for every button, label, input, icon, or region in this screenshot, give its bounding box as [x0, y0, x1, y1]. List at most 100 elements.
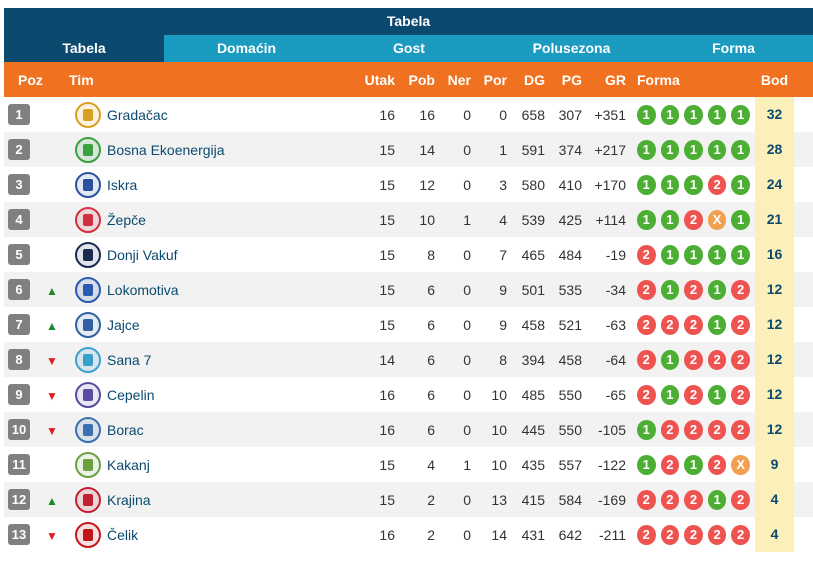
table-row[interactable]: 4 Žepče 15 10 1 4 539 425 +114 1 1 2 X 1 21	[4, 202, 813, 237]
team-logo-icon[interactable]	[74, 136, 101, 163]
form-result: 2	[637, 279, 656, 300]
form-result: 1	[660, 174, 680, 195]
por-cell: 7	[499, 246, 507, 263]
team-logo-icon[interactable]	[74, 101, 101, 128]
form-result: 1	[660, 104, 680, 125]
team-logo-icon[interactable]	[74, 276, 101, 303]
form-result: 2	[731, 419, 750, 440]
form-result: 2	[731, 524, 750, 545]
tab-domacin[interactable]: Domaćin	[216, 40, 277, 56]
team-logo-cell	[70, 241, 105, 268]
utak-cell: 16	[379, 106, 395, 123]
form-result: 2	[731, 384, 750, 405]
team-logo-cell	[70, 346, 105, 373]
team-name-link[interactable]: Lokomotiva	[107, 281, 179, 298]
tab-polusezona[interactable]: Polusezona	[532, 40, 611, 56]
utak-cell: 15	[379, 316, 395, 333]
table-row[interactable]: 8 ▼ Sana 7 14 6 0 8 394 458 -64 2 1 2 2 2 12	[4, 342, 813, 377]
points-cell: 24	[755, 167, 794, 202]
table-row[interactable]: 10 ▼ Borac 16 6 0 10 445 550 -105 1 2 2 2 2 12	[4, 412, 813, 447]
dg-cell: 445	[521, 421, 545, 438]
team-logo-icon[interactable]	[74, 416, 101, 443]
dg-cell: 465	[521, 246, 545, 263]
table-row[interactable]: 6 ▲ Lokomotiva 15 6 0 9 501 535 -34 2 1 2 1 2 12	[4, 272, 813, 307]
ner-cell: 0	[463, 316, 471, 333]
table-row[interactable]: 13 ▼ Čelik 16 2 0 14 431 642 -211 2 2 2 2 2 4	[4, 517, 813, 552]
form-result: 1	[707, 489, 727, 510]
form-result: 2	[637, 489, 656, 510]
form-result: 1	[707, 139, 727, 160]
team-logo-icon[interactable]	[74, 206, 101, 233]
utak-cell: 15	[379, 176, 395, 193]
position-cell: 2	[4, 139, 34, 160]
gr-cell: +170	[594, 176, 626, 193]
points-cell: 32	[755, 97, 794, 132]
team-name-link[interactable]: Jajce	[107, 316, 140, 333]
dg-cell: 501	[521, 281, 545, 298]
dg-cell: 591	[521, 141, 545, 158]
team-name-link[interactable]: Bosna Ekoenergija	[107, 141, 225, 158]
arrow-up-icon: ▲	[46, 283, 58, 298]
form-result: 1	[707, 314, 727, 335]
team-logo-icon[interactable]	[74, 381, 101, 408]
form-result: 2	[684, 279, 703, 300]
team-name-link[interactable]: Krajina	[107, 491, 151, 508]
team-logo-cell	[70, 381, 105, 408]
table-row[interactable]: 7 ▲ Jajce 15 6 0 9 458 521 -63 2 2 2 1 2 12	[4, 307, 813, 342]
table-row[interactable]: 9 ▼ Cepelin 16 6 0 10 485 550 -65 2 1 2 1 2 12	[4, 377, 813, 412]
table-row[interactable]: 11 Kakanj 15 4 1 10 435 557 -122 1 2 1 2 X 9	[4, 447, 813, 482]
tab-gost[interactable]: Gost	[393, 40, 425, 56]
header-gr: GR	[605, 71, 626, 88]
team-name-link[interactable]: Iskra	[107, 176, 138, 193]
arrow-down-icon: ▼	[46, 388, 58, 403]
pob-cell: 6	[427, 386, 435, 403]
table-row[interactable]: 2 Bosna Ekoenergija 15 14 0 1 591 374 +217 1 1 1 1 1 2…	[4, 132, 813, 167]
points-cell: 12	[755, 412, 794, 447]
team-logo-icon[interactable]	[74, 521, 101, 548]
ner-cell: 1	[463, 456, 471, 473]
position-badge: 3	[8, 174, 30, 195]
team-name-cell: Bosna Ekoenergija	[105, 142, 355, 158]
form-result: 2	[637, 384, 656, 405]
pob-cell: 6	[427, 281, 435, 298]
team-name-link[interactable]: Cepelin	[107, 386, 155, 403]
form-result: 1	[660, 139, 680, 160]
tab-forma[interactable]: Forma	[712, 40, 755, 56]
points-cell: 4	[755, 482, 794, 517]
gr-cell: +351	[594, 106, 626, 123]
team-name-link[interactable]: Donji Vakuf	[107, 246, 178, 263]
form-result: 2	[684, 384, 703, 405]
team-logo-icon[interactable]	[74, 311, 101, 338]
utak-cell: 15	[379, 456, 395, 473]
pob-cell: 4	[427, 456, 435, 473]
team-name-link[interactable]: Borac	[107, 421, 144, 438]
dg-cell: 394	[521, 351, 545, 368]
team-name-link[interactable]: Žepče	[107, 211, 146, 228]
form-result: 1	[660, 279, 680, 300]
team-logo-icon[interactable]	[74, 486, 101, 513]
team-name-link[interactable]: Kakanj	[107, 456, 150, 473]
position-badge: 2	[8, 139, 30, 160]
table-row[interactable]: 3 Iskra 15 12 0 3 580 410 +170 1 1 1 2 1 24	[4, 167, 813, 202]
gr-cell: -65	[605, 386, 626, 403]
table-row[interactable]: 1 Gradačac 16 16 0 0 658 307 +351 1 1 1 1 1 32	[4, 97, 813, 132]
team-name-link[interactable]: Čelik	[107, 526, 139, 543]
tab-tabela[interactable]: Tabela	[4, 35, 164, 62]
team-name-link[interactable]: Gradačac	[107, 106, 168, 123]
movement-cell: ▲	[34, 492, 70, 508]
team-name-cell: Lokomotiva	[105, 282, 355, 298]
form-result: 2	[660, 419, 680, 440]
team-logo-icon[interactable]	[74, 241, 101, 268]
team-logo-cell	[70, 521, 105, 548]
table-row[interactable]: 12 ▲ Krajina 15 2 0 13 415 584 -169 2 2 2 1 2 4	[4, 482, 813, 517]
team-logo-icon[interactable]	[74, 171, 101, 198]
table-row[interactable]: 5 Donji Vakuf 15 8 0 7 465 484 -19 2 1 1 1 1 16	[4, 237, 813, 272]
pg-cell: 642	[558, 526, 582, 543]
team-name-link[interactable]: Sana 7	[107, 351, 152, 368]
ner-cell: 0	[463, 421, 471, 438]
team-logo-icon[interactable]	[74, 451, 101, 478]
team-logo-icon[interactable]	[74, 346, 101, 373]
